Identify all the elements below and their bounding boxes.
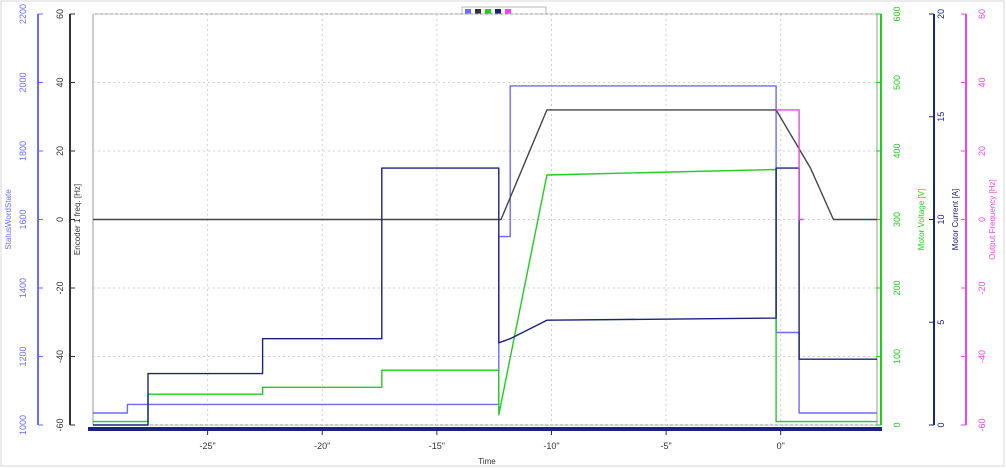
x-tick-label: -5"	[660, 441, 671, 451]
y-tick-label-voltage: 600	[892, 6, 902, 21]
y-tick-label-outfreq: -20	[977, 281, 987, 294]
y-tick-label-freq: 60	[55, 9, 65, 19]
y-tick-label-outfreq: 0	[977, 217, 987, 222]
y-tick-label-outfreq: 20	[977, 146, 987, 156]
y-tick-label-status: 2000	[18, 72, 28, 92]
y-tick-label-freq: 40	[55, 77, 65, 87]
y-tick-label-voltage: 0	[892, 422, 902, 427]
y-tick-label-status: 1600	[18, 209, 28, 229]
x-tick-label: 0"	[777, 441, 785, 451]
x-axis-bar	[88, 427, 882, 431]
legend-swatch	[505, 9, 511, 15]
y-tick-label-current: 15	[936, 112, 946, 122]
y-tick-label-outfreq: -40	[977, 350, 987, 363]
legend-swatch	[495, 9, 501, 15]
x-tick-label: -10"	[543, 441, 559, 451]
x-tick-label: -15"	[429, 441, 445, 451]
y-tick-label-current: 20	[936, 9, 946, 19]
y-tick-label-status: 1200	[18, 346, 28, 366]
y-tick-label-freq: -20	[55, 281, 65, 294]
y-tick-label-status: 1400	[18, 278, 28, 298]
x-tick-label: -25"	[200, 441, 216, 451]
y-tick-label-freq: 0	[55, 217, 65, 222]
y-tick-label-current: 0	[936, 422, 946, 427]
y-tick-label-current: 10	[936, 214, 946, 224]
y-tick-label-freq: -60	[55, 418, 65, 431]
legend-swatch	[475, 9, 481, 15]
series-line-outfreq	[776, 109, 804, 221]
x-axis-title: Time	[478, 457, 496, 466]
y-tick-label-voltage: 300	[892, 212, 902, 227]
y-tick-label-outfreq: 40	[977, 77, 987, 87]
y-tick-label-voltage: 100	[892, 349, 902, 364]
y-tick-label-voltage: 500	[892, 75, 902, 90]
series-line-current	[93, 167, 877, 426]
y-tick-label-status: 1800	[18, 141, 28, 161]
y-tick-label-voltage: 400	[892, 143, 902, 158]
y-tick-label-outfreq: 60	[977, 9, 987, 19]
legend-swatch	[465, 9, 471, 15]
y-axis-title-outfreq: Output Frequency [Hz]	[988, 179, 997, 259]
y-tick-label-current: 5	[936, 320, 946, 325]
y-tick-label-status: 2200	[18, 4, 28, 24]
y-tick-label-freq: 20	[55, 146, 65, 156]
y-axis-title-status: StatusWordState	[4, 189, 13, 250]
y-tick-label-freq: -40	[55, 350, 65, 363]
y-axis-title-voltage: Motor Voltage [V]	[917, 189, 926, 250]
y-tick-label-outfreq: -60	[977, 418, 987, 431]
x-tick-label: -20"	[314, 441, 330, 451]
y-tick-label-status: 1000	[18, 415, 28, 435]
y-axis-title-freq: Encoder 1 freq. [Hz]	[73, 184, 82, 255]
y-tick-label-voltage: 200	[892, 280, 902, 295]
y-axis-title-current: Motor Current [A]	[951, 189, 960, 250]
legend-swatch	[485, 9, 491, 15]
